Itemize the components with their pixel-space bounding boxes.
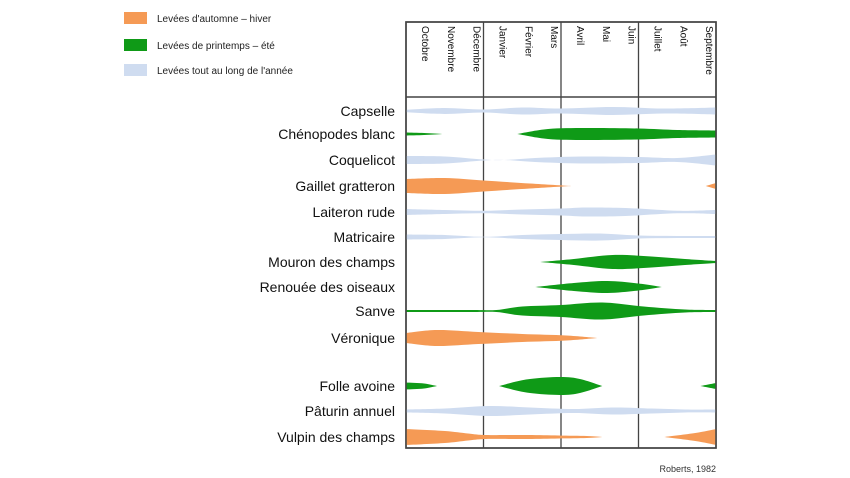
species-label: Mouron des champs [268, 254, 395, 270]
species-label: Laiteron rude [312, 204, 395, 220]
emergence-band-5-0 [406, 233, 716, 241]
species-label: Véronique [331, 330, 395, 346]
species-label: Sanve [355, 303, 395, 319]
emergence-band-4-0 [406, 207, 716, 217]
emergence-band-12-0 [406, 429, 603, 445]
month-label-9: Juillet [651, 26, 662, 52]
emergence-band-9-0 [406, 329, 598, 347]
month-label-4: Février [522, 26, 533, 58]
legend-label-printemps_ete: Levées de printemps – été [157, 41, 275, 52]
emergence-band-0-0 [406, 107, 716, 115]
emergence-band-2-0 [406, 154, 716, 166]
legend-label-automne_hiver: Levées d'automne – hiver [157, 14, 272, 25]
legend-swatch-printemps_ete [124, 39, 147, 51]
month-label-1: Novembre [445, 26, 456, 73]
month-label-8: Juin [626, 26, 637, 44]
legend-label-annee: Levées tout au long de l'année [157, 66, 293, 77]
species-label: Renouée des oiseaux [260, 279, 395, 295]
species-label: Vulpin des champs [277, 429, 395, 445]
species-label: Chénopodes blanc [278, 126, 395, 142]
emergence-band-1-0 [406, 132, 443, 136]
month-label-0: Octobre [419, 26, 430, 62]
month-label-7: Mai [600, 26, 611, 42]
species-label: Pâturin annuel [305, 403, 395, 419]
species-label: Folle avoine [320, 378, 396, 394]
month-label-11: Septembre [703, 26, 714, 75]
emergence-band-8-0 [406, 302, 716, 320]
plot-frame-border [405, 21, 717, 449]
emergence-band-11-0 [406, 405, 716, 417]
legend: Levées d'automne – hiver Levées de printe… [124, 12, 293, 77]
species-label: Capselle [341, 103, 396, 119]
emergence-band-10-2 [700, 383, 716, 389]
emergence-band-3-1 [705, 183, 716, 189]
month-label-5: Mars [548, 26, 559, 48]
month-label-10: Août [677, 26, 688, 47]
legend-swatch-automne_hiver [124, 12, 147, 24]
emergence-band-6-0 [540, 254, 716, 270]
emergence-band-10-1 [499, 377, 603, 395]
emergence-band-10-0 [406, 382, 437, 390]
legend-swatch-annee [124, 64, 147, 76]
emergence-band-1-1 [517, 127, 716, 141]
species-labels: Capselle Chénopodes blanc Coquelicot Gaille… [260, 103, 396, 445]
emergence-band-12-1 [664, 429, 716, 445]
month-label-3: Janvier [496, 26, 507, 59]
emergence-band-7-0 [535, 280, 662, 294]
source-credit: Roberts, 1982 [659, 464, 716, 474]
species-label: Gaillet gratteron [295, 178, 395, 194]
species-label: Coquelicot [329, 152, 395, 168]
species-label: Matricaire [334, 229, 396, 245]
month-label-6: Avril [574, 26, 585, 45]
month-label-2: Décembre [471, 26, 482, 73]
plot-area: Octobre Novembre Décembre Janvier Février Mar… [405, 21, 717, 449]
emergence-band-3-0 [406, 177, 572, 195]
